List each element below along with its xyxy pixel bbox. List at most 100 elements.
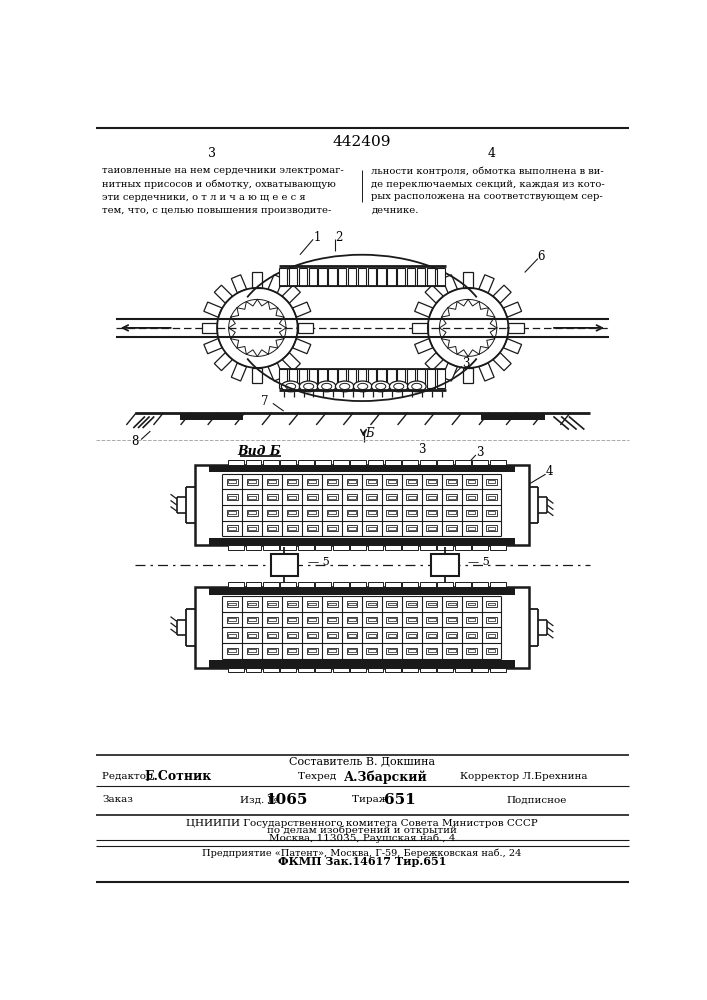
Bar bbox=[307, 617, 317, 623]
Bar bbox=[269, 511, 276, 514]
Polygon shape bbox=[425, 353, 443, 371]
Polygon shape bbox=[412, 323, 428, 333]
Bar bbox=[328, 634, 336, 637]
Bar bbox=[408, 527, 416, 530]
Bar bbox=[448, 618, 455, 621]
Text: Техред: Техред bbox=[298, 772, 342, 781]
Bar bbox=[308, 496, 316, 499]
Bar bbox=[407, 268, 415, 286]
Bar bbox=[466, 617, 477, 623]
Bar bbox=[267, 479, 278, 485]
Bar bbox=[368, 369, 376, 388]
Bar bbox=[271, 554, 298, 576]
Text: Б: Б bbox=[366, 427, 374, 440]
Bar bbox=[368, 527, 376, 530]
Bar bbox=[333, 545, 349, 550]
Bar bbox=[407, 617, 417, 623]
Bar bbox=[467, 480, 476, 483]
Bar bbox=[448, 480, 455, 483]
Bar bbox=[308, 649, 316, 652]
Bar bbox=[397, 369, 406, 388]
Bar bbox=[328, 480, 336, 483]
Bar bbox=[263, 668, 279, 672]
Bar bbox=[366, 479, 378, 485]
Ellipse shape bbox=[390, 381, 408, 392]
Bar bbox=[455, 582, 471, 587]
Ellipse shape bbox=[303, 383, 314, 390]
Bar bbox=[428, 511, 436, 514]
Bar bbox=[426, 617, 437, 623]
Bar bbox=[289, 369, 297, 388]
Bar bbox=[227, 494, 238, 500]
Bar bbox=[488, 649, 496, 652]
Bar bbox=[328, 603, 336, 605]
Bar bbox=[248, 480, 256, 483]
Bar bbox=[386, 525, 397, 531]
Bar bbox=[385, 545, 401, 550]
Bar bbox=[350, 668, 366, 672]
Bar bbox=[228, 460, 244, 465]
Bar bbox=[417, 369, 425, 388]
Bar bbox=[385, 582, 401, 587]
Bar bbox=[298, 460, 314, 465]
Bar bbox=[481, 413, 545, 420]
Bar bbox=[467, 511, 476, 514]
Bar bbox=[315, 582, 331, 587]
Bar bbox=[209, 465, 515, 472]
Ellipse shape bbox=[394, 383, 404, 390]
Bar bbox=[466, 479, 477, 485]
Polygon shape bbox=[214, 353, 233, 371]
Bar bbox=[279, 268, 287, 286]
Bar bbox=[488, 496, 496, 499]
Bar bbox=[426, 632, 437, 638]
Text: 442409: 442409 bbox=[333, 135, 391, 149]
Bar bbox=[315, 545, 331, 550]
Bar bbox=[426, 479, 437, 485]
Bar bbox=[346, 632, 358, 638]
Bar bbox=[407, 479, 417, 485]
Bar bbox=[338, 268, 346, 286]
Text: Изд. №: Изд. № bbox=[240, 795, 280, 804]
Bar bbox=[387, 369, 396, 388]
Bar bbox=[288, 634, 296, 637]
Bar bbox=[308, 480, 316, 483]
Bar bbox=[388, 603, 396, 605]
Bar bbox=[385, 668, 401, 672]
Bar bbox=[228, 545, 244, 550]
Bar bbox=[267, 510, 278, 516]
Text: 3: 3 bbox=[476, 446, 484, 459]
Text: Редактор: Редактор bbox=[103, 772, 156, 781]
Bar bbox=[486, 648, 497, 654]
Bar bbox=[298, 545, 314, 550]
Bar bbox=[228, 511, 236, 514]
Bar bbox=[227, 648, 238, 654]
Text: таиовленные на нем сердечники электромаг-
нитных присосов и обмотку, охватывающу: таиовленные на нем сердечники электромаг… bbox=[103, 166, 344, 215]
Bar bbox=[248, 634, 256, 637]
Bar bbox=[333, 460, 349, 465]
Bar bbox=[466, 510, 477, 516]
Bar bbox=[368, 668, 383, 672]
Bar bbox=[426, 648, 437, 654]
Polygon shape bbox=[479, 363, 494, 381]
Bar bbox=[307, 525, 317, 531]
Bar bbox=[486, 601, 497, 607]
Polygon shape bbox=[442, 363, 457, 381]
Ellipse shape bbox=[281, 381, 300, 392]
Bar bbox=[288, 618, 296, 621]
Bar bbox=[328, 527, 336, 530]
Polygon shape bbox=[503, 339, 522, 354]
Polygon shape bbox=[503, 302, 522, 317]
Bar bbox=[327, 525, 337, 531]
Bar bbox=[385, 460, 401, 465]
Bar bbox=[333, 582, 349, 587]
Bar bbox=[299, 268, 307, 286]
Bar bbox=[209, 538, 515, 545]
Polygon shape bbox=[463, 368, 473, 383]
Bar bbox=[466, 525, 477, 531]
Ellipse shape bbox=[375, 383, 386, 390]
Bar bbox=[488, 511, 496, 514]
Bar bbox=[486, 617, 497, 623]
Bar bbox=[247, 494, 258, 500]
Bar bbox=[438, 545, 453, 550]
Polygon shape bbox=[268, 363, 284, 381]
